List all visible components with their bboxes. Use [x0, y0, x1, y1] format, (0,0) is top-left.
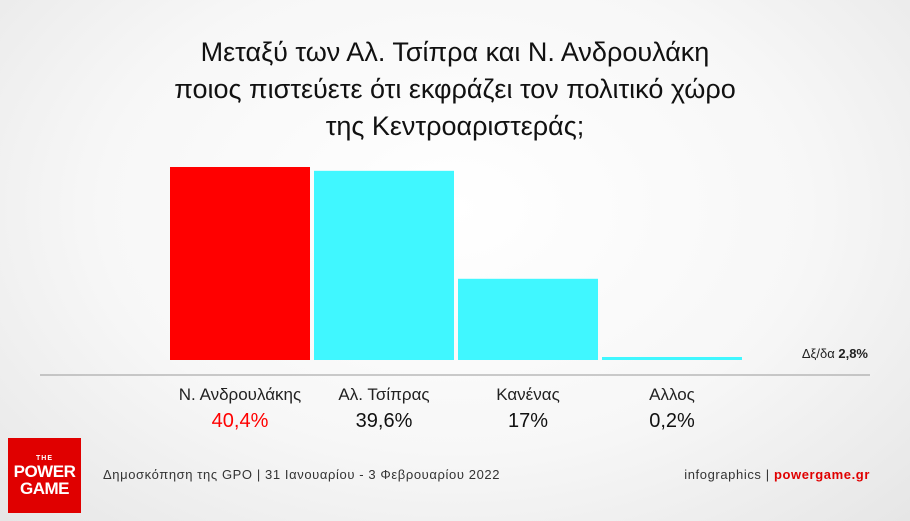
bar-3 — [458, 278, 598, 360]
value-label-3: 17% — [508, 410, 548, 432]
category-label-2: Αλ. Τσίπρας — [338, 385, 429, 404]
bar-2 — [314, 170, 454, 360]
chart-title: Μεταξύ των Αλ. Τσίπρα και Ν. Ανδρουλάκη … — [0, 34, 910, 145]
bar-1 — [170, 167, 310, 360]
credit-site-link[interactable]: powergame.gr — [773, 467, 870, 482]
undecided-note: Δξ/δα 2,8% — [802, 346, 869, 361]
value-label-2: 39,6% — [356, 410, 413, 432]
bar-4 — [602, 357, 742, 360]
chart-title-line-3: της Κεντροαριστεράς; — [325, 111, 585, 141]
chart-title-line-2: ποιος πιστεύετε ότι εκφράζει τον πολιτικ… — [174, 74, 736, 104]
category-label-1: Ν. Ανδρουλάκης — [179, 385, 301, 404]
category-label-4: Αλλος — [649, 385, 695, 404]
survey-source: Δημοσκόπηση της GPO | 31 Ιανουαρίου - 3 … — [103, 467, 501, 482]
value-label-1: 40,4% — [212, 410, 269, 432]
credit-prefix: infographics | — [684, 467, 774, 482]
credit: infographics | powergame.gr — [684, 467, 870, 482]
power-game-logo: THE POWER GAME — [8, 438, 81, 513]
chart-title-line-1: Μεταξύ των Αλ. Τσίπρα και Ν. Ανδρουλάκη — [200, 37, 710, 67]
value-label-4: 0,2% — [649, 410, 695, 432]
category-label-3: Κανένας — [496, 385, 560, 404]
